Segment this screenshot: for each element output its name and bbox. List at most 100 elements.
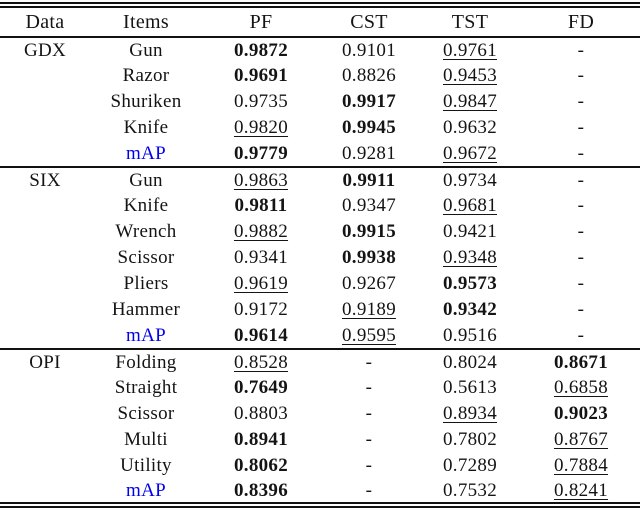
column-header-tst: TST xyxy=(418,5,522,38)
value-cell: 0.9882 xyxy=(233,221,289,242)
group-label xyxy=(0,479,90,505)
value-cell: 0.8062 xyxy=(233,455,289,476)
column-header-pf: PF xyxy=(202,5,320,38)
value-cell: 0.9672 xyxy=(442,142,498,164)
item-label: Knife xyxy=(123,195,169,216)
group-label xyxy=(0,115,90,141)
group-label xyxy=(0,141,90,167)
value-cell: 0.9619 xyxy=(233,273,289,294)
value-cell: 0.9453 xyxy=(442,65,498,86)
value-cell: - xyxy=(577,324,585,346)
value-cell: - xyxy=(577,273,585,294)
value-cell: 0.6858 xyxy=(553,377,609,398)
group-label xyxy=(0,219,90,245)
value-cell: - xyxy=(577,65,585,86)
value-cell: 0.9614 xyxy=(233,324,289,346)
value-cell: 0.9681 xyxy=(442,195,498,216)
group-label xyxy=(0,245,90,271)
group-label xyxy=(0,193,90,219)
value-cell: - xyxy=(577,299,585,320)
value-cell: 0.9101 xyxy=(341,39,397,61)
table-row: Shuriken 0.9735 0.9917 0.9847 - xyxy=(0,89,640,115)
value-cell: 0.9820 xyxy=(233,117,289,138)
group-label xyxy=(0,375,90,401)
item-label: Gun xyxy=(129,39,163,61)
map-label: mAP xyxy=(126,142,166,164)
item-label: Gun xyxy=(129,169,163,191)
value-cell: 0.9341 xyxy=(233,247,289,268)
value-cell: - xyxy=(577,221,585,242)
map-label: mAP xyxy=(126,324,166,346)
value-cell: 0.8803 xyxy=(233,403,289,424)
value-cell: 0.9863 xyxy=(233,169,289,191)
table-row: Knife 0.9811 0.9347 0.9681 - xyxy=(0,193,640,219)
table-row: Scissor 0.9341 0.9938 0.9348 - xyxy=(0,245,640,271)
value-cell: 0.8528 xyxy=(233,351,289,373)
value-cell: 0.8241 xyxy=(553,479,609,501)
value-cell: 0.9872 xyxy=(233,39,289,61)
value-cell: 0.9342 xyxy=(442,299,498,320)
column-header-fd: FD xyxy=(522,5,640,38)
table-header: Data Items PF CST TST FD xyxy=(0,5,640,38)
value-cell: 0.9281 xyxy=(341,142,397,164)
value-cell: - xyxy=(577,247,585,268)
value-cell: - xyxy=(577,117,585,138)
item-label: Scissor xyxy=(117,403,175,424)
value-cell: 0.9847 xyxy=(442,91,498,112)
value-cell: 0.9347 xyxy=(341,195,397,216)
group-label xyxy=(0,323,90,349)
table-row: Razor 0.9691 0.8826 0.9453 - xyxy=(0,63,640,89)
value-cell: - xyxy=(365,429,373,450)
value-cell: 0.7884 xyxy=(553,455,609,476)
value-cell: 0.9691 xyxy=(233,65,289,86)
value-cell: 0.9267 xyxy=(341,273,397,294)
table-row: Straight 0.7649 - 0.5613 0.6858 xyxy=(0,375,640,401)
item-label: Hammer xyxy=(111,299,181,320)
value-cell: 0.8941 xyxy=(233,429,289,450)
table-row: mAP 0.8396 - 0.7532 0.8241 xyxy=(0,479,640,505)
item-label: Folding xyxy=(115,351,177,373)
value-cell: - xyxy=(365,479,373,501)
group-label: OPI xyxy=(29,351,61,373)
group-gdx: GDX Gun 0.9872 0.9101 0.9761 - Razor 0.9691 0.88… xyxy=(0,37,640,167)
header-row: Data Items PF CST TST FD xyxy=(0,5,640,38)
value-cell: 0.7289 xyxy=(442,455,498,476)
value-cell: 0.8671 xyxy=(553,351,609,373)
value-cell: 0.8396 xyxy=(233,479,289,501)
value-cell: 0.8826 xyxy=(341,65,397,86)
value-cell: 0.9915 xyxy=(341,221,397,242)
value-cell: 0.9779 xyxy=(233,142,289,164)
value-cell: 0.8767 xyxy=(553,429,609,450)
table-row: Multi 0.8941 - 0.7802 0.8767 xyxy=(0,427,640,453)
value-cell: 0.9421 xyxy=(442,221,498,242)
table-row: Wrench 0.9882 0.9915 0.9421 - xyxy=(0,219,640,245)
group-label xyxy=(0,271,90,297)
value-cell: 0.9172 xyxy=(233,299,289,320)
column-header-cst: CST xyxy=(320,5,418,38)
value-cell: 0.9735 xyxy=(233,91,289,112)
item-label: Shuriken xyxy=(110,91,182,112)
item-label: Straight xyxy=(114,377,178,398)
value-cell: 0.5613 xyxy=(442,377,498,398)
table-row: Knife 0.9820 0.9945 0.9632 - xyxy=(0,115,640,141)
value-cell: - xyxy=(577,195,585,216)
group-label: GDX xyxy=(23,39,67,61)
item-label: Wrench xyxy=(115,221,177,242)
column-header-data: Data xyxy=(0,5,90,38)
group-label xyxy=(0,427,90,453)
value-cell: 0.9189 xyxy=(341,299,397,320)
value-cell: 0.7649 xyxy=(233,377,289,398)
value-cell: 0.9348 xyxy=(442,247,498,268)
value-cell: - xyxy=(577,142,585,164)
value-cell: - xyxy=(577,169,585,191)
table-row: Pliers 0.9619 0.9267 0.9573 - xyxy=(0,271,640,297)
table-row: Utility 0.8062 - 0.7289 0.7884 xyxy=(0,453,640,479)
value-cell: 0.9945 xyxy=(341,117,397,138)
value-cell: - xyxy=(577,39,585,61)
item-label: Knife xyxy=(123,117,169,138)
table-row: GDX Gun 0.9872 0.9101 0.9761 - xyxy=(0,37,640,63)
item-label: Pliers xyxy=(123,273,169,294)
value-cell: 0.7532 xyxy=(442,479,498,501)
group-six: SIX Gun 0.9863 0.9911 0.9734 - Knife 0.9811 0.93… xyxy=(0,167,640,349)
